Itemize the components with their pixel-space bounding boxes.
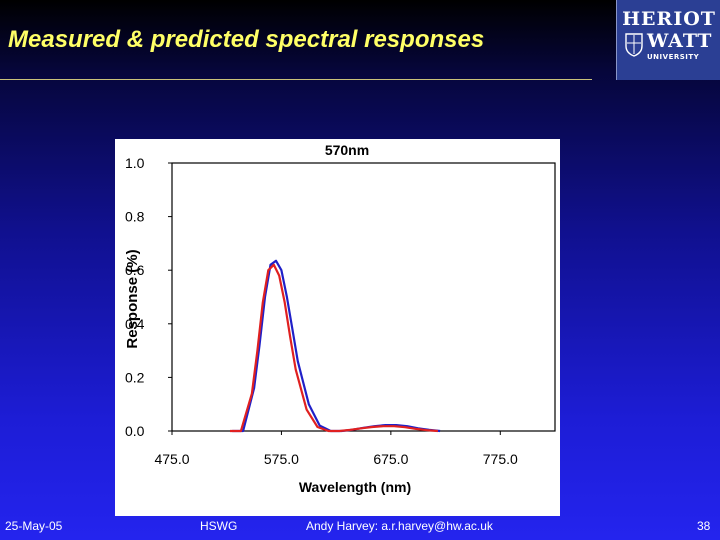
footer-group: HSWG bbox=[200, 519, 238, 533]
chart-panel: 0.0 0.2 0.4 0.6 0.8 1.0 475.0 575.0 675.0 775.0 5… bbox=[115, 139, 560, 516]
y-tick-label: 0.6 bbox=[125, 262, 145, 278]
x-tick-label: 575.0 bbox=[264, 451, 299, 467]
x-axis-label: Wavelength (nm) bbox=[299, 479, 411, 495]
logo-line-1: HERIOT bbox=[622, 8, 716, 30]
slide-title: Measured & predicted spectral responses bbox=[8, 26, 485, 53]
footer-page-number: 38 bbox=[697, 519, 711, 533]
y-tick-label: 1.0 bbox=[125, 155, 145, 171]
y-tick-label: 0.8 bbox=[125, 209, 145, 225]
footer-author: Andy Harvey: a.r.harvey@hw.ac.uk bbox=[306, 519, 493, 533]
y-axis-label: Response (%) bbox=[124, 249, 141, 348]
series-line-1 bbox=[232, 259, 441, 433]
chart-title: 570nm bbox=[325, 142, 369, 158]
plot-frame bbox=[171, 162, 556, 432]
series-line-2 bbox=[230, 263, 438, 433]
title-divider bbox=[0, 79, 592, 80]
y-tick-label: 0.0 bbox=[125, 423, 145, 439]
logo-line-2: WATT bbox=[647, 30, 713, 52]
y-tick-label: 0.2 bbox=[125, 369, 145, 385]
x-tick-label: 675.0 bbox=[373, 451, 408, 467]
footer-date: 25-May-05 bbox=[5, 519, 63, 533]
x-tick-label: 775.0 bbox=[483, 451, 518, 467]
spectral-response-chart: 0.0 0.2 0.4 0.6 0.8 1.0 475.0 575.0 675.0 775.0 5… bbox=[124, 142, 556, 495]
crest-icon bbox=[625, 33, 643, 57]
logo-line-3: UNIVERSITY bbox=[647, 53, 700, 61]
university-logo: HERIOT WATT UNIVERSITY bbox=[616, 0, 720, 80]
y-tick-label: 0.4 bbox=[125, 316, 145, 332]
x-tick-label: 475.0 bbox=[154, 451, 189, 467]
